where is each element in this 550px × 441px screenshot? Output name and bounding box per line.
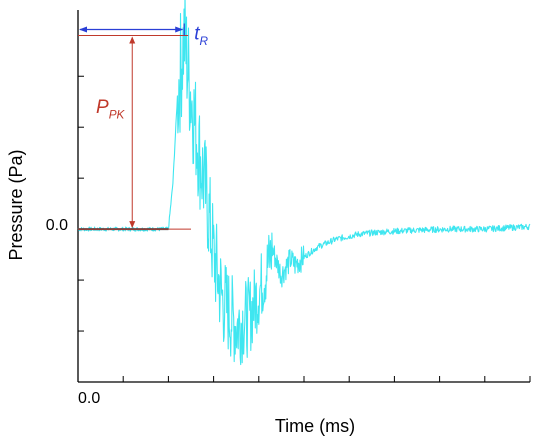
axis-ticks (78, 75, 531, 382)
y-axis-label: Pressure (Pa) (6, 149, 26, 260)
pressure-trace (77, 0, 531, 366)
ppk-arrow-head-bottom (129, 221, 136, 229)
ppk-arrow-head-top (129, 36, 136, 44)
tr-label: tR (194, 23, 208, 48)
axes-frame (77, 10, 530, 383)
ppk-label: PPK (96, 97, 126, 122)
tr-arrow-head-right (175, 26, 184, 33)
tr-arrow-head-left (79, 26, 87, 33)
x-axis-label: Time (ms) (275, 416, 355, 436)
pressure-trace-line (77, 0, 531, 366)
x-tick-label: 0.0 (78, 390, 100, 407)
y-tick-label: 0.0 (46, 217, 68, 234)
